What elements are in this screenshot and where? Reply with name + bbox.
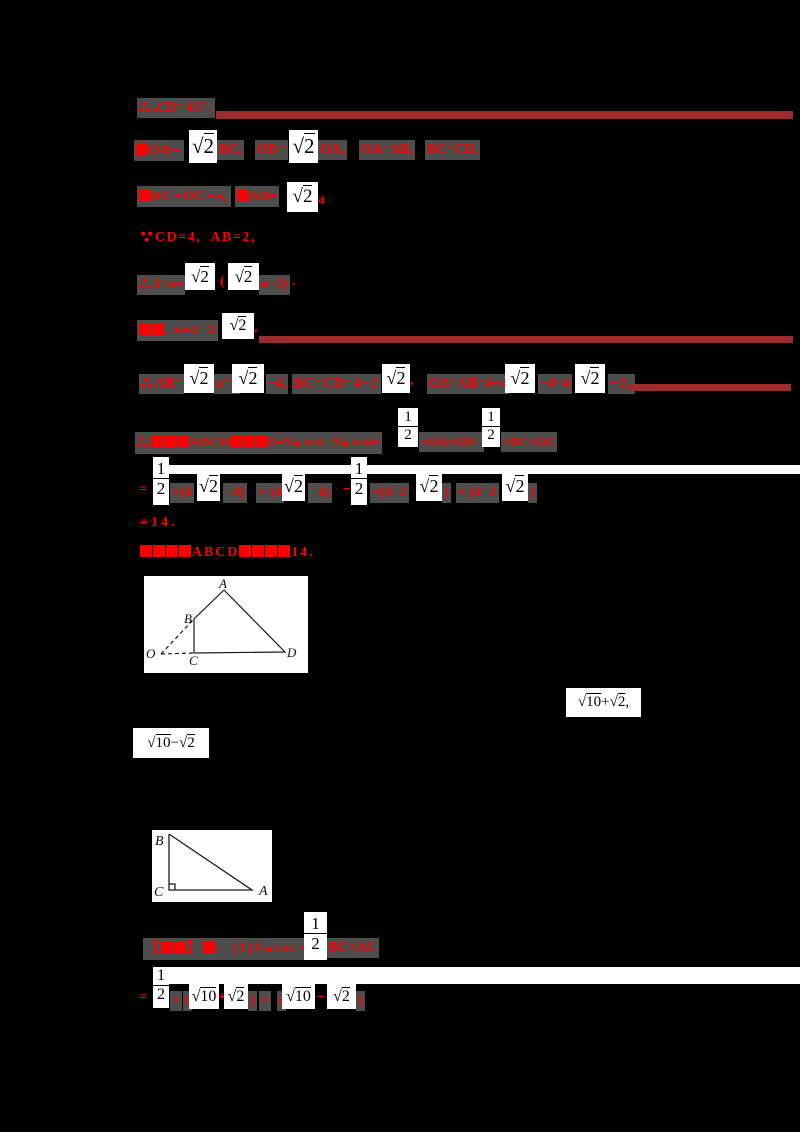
svg-text:C: C bbox=[154, 885, 164, 900]
svg-text:B: B bbox=[155, 834, 164, 849]
svg-text:D: D bbox=[286, 645, 297, 660]
svg-text:C: C bbox=[189, 653, 198, 668]
svg-text:B: B bbox=[184, 611, 192, 626]
svg-text:A: A bbox=[218, 576, 227, 591]
svg-text:A: A bbox=[258, 884, 268, 899]
svg-text:O: O bbox=[146, 646, 156, 661]
